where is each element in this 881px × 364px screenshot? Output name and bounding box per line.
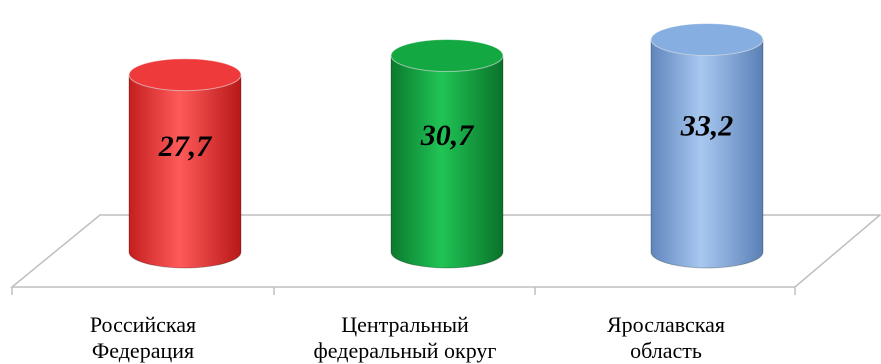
data-label: 27,7 bbox=[158, 130, 213, 163]
category-label-russian-federation: Российская Федерация bbox=[89, 312, 197, 363]
cylinder-top bbox=[128, 58, 242, 92]
cylinder-body bbox=[650, 39, 764, 269]
bar-central-federal-district: 30,7 bbox=[390, 39, 504, 269]
bar-yaroslavl-region: 33,2 bbox=[650, 23, 764, 269]
category-label-central-federal-district: Центральный федеральный округ bbox=[313, 312, 497, 363]
cylinder-body bbox=[390, 55, 504, 269]
bars-group: 27,7 30,7 33,2 bbox=[128, 23, 764, 269]
category-label-yaroslavl-region: Ярославская область bbox=[607, 312, 725, 363]
data-label: 30,7 bbox=[420, 119, 475, 152]
cylinder-top bbox=[390, 39, 504, 73]
cylinder-body bbox=[128, 74, 242, 269]
cylinder-top bbox=[650, 23, 764, 57]
data-label: 33,2 bbox=[680, 110, 734, 143]
bar-russian-federation: 27,7 bbox=[128, 58, 242, 269]
